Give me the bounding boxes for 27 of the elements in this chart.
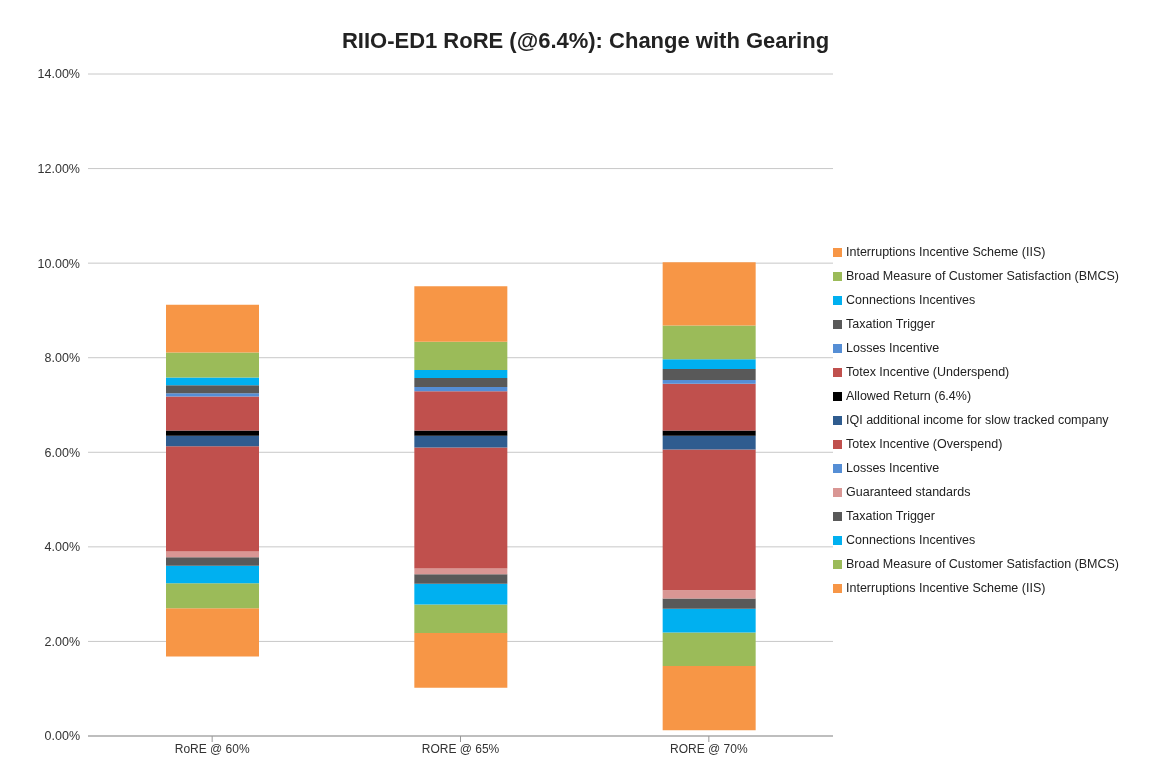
y-tick-label: 6.00% xyxy=(44,445,80,460)
y-tick-label: 4.00% xyxy=(44,540,80,555)
y-tick-label: 10.00% xyxy=(37,256,80,271)
x-tick-label: RORE @ 65% xyxy=(421,741,500,756)
chart-title: RIIO-ED1 RoRE (@6.4%): Change with Gearing xyxy=(340,27,831,55)
y-tick-label: 8.00% xyxy=(44,351,80,366)
legend-label: Interruptions Incentive Scheme (IIS) xyxy=(846,245,1046,259)
x-tick-label: RORE @ 70% xyxy=(670,741,748,756)
legend-label: Connections Incentives xyxy=(846,293,976,307)
legend-label: Guaranteed standards xyxy=(846,485,971,499)
legend-label: Totex Incentive (Overspend) xyxy=(846,437,1003,451)
legend-label: Interruptions Incentive Scheme (IIS) xyxy=(846,581,1046,595)
legend-label: Allowed Return (6.4%) xyxy=(846,389,972,403)
y-tick-label: 0.00% xyxy=(44,729,80,744)
y-tick-label: 2.00% xyxy=(44,634,80,649)
legend-label: Losses Incentive xyxy=(846,461,940,475)
x-tick-label: RoRE @ 60% xyxy=(174,741,250,756)
legend-label: Connections Incentives xyxy=(846,533,976,547)
legend-label: Losses Incentive xyxy=(846,341,940,355)
legend-label: Totex Incentive (Underspend) xyxy=(846,365,1010,379)
y-tick-label: 14.00% xyxy=(37,67,80,82)
legend-label: Taxation Trigger xyxy=(846,509,935,523)
legend-label: Broad Measure of Customer Satisfaction (BMCS) xyxy=(846,269,1120,283)
y-tick-label: 12.00% xyxy=(37,162,80,177)
legend-label: IQI additional income for slow tracked company xyxy=(846,413,1109,427)
legend-label: Broad Measure of Customer Satisfaction (BMCS) xyxy=(846,557,1120,571)
legend-label: Taxation Trigger xyxy=(846,317,935,331)
